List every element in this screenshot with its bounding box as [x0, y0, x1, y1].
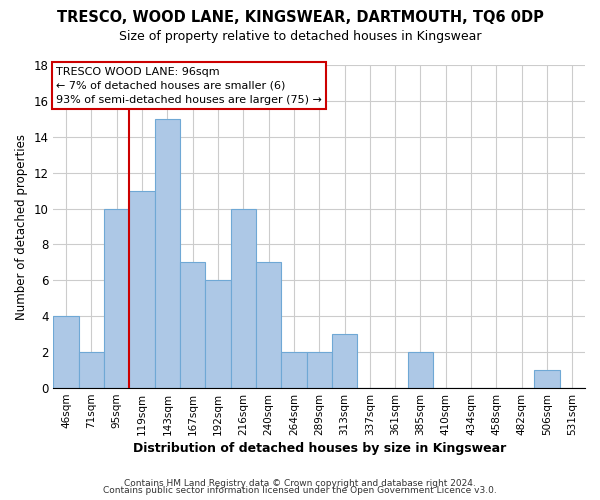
- X-axis label: Distribution of detached houses by size in Kingswear: Distribution of detached houses by size …: [133, 442, 506, 455]
- Bar: [130, 190, 155, 388]
- Bar: [230, 208, 256, 388]
- Bar: [104, 208, 130, 388]
- Text: TRESCO, WOOD LANE, KINGSWEAR, DARTMOUTH, TQ6 0DP: TRESCO, WOOD LANE, KINGSWEAR, DARTMOUTH,…: [56, 10, 544, 25]
- Bar: [408, 352, 433, 388]
- Bar: [332, 334, 357, 388]
- Bar: [53, 316, 79, 388]
- Bar: [180, 262, 205, 388]
- Bar: [155, 119, 180, 388]
- Bar: [79, 352, 104, 388]
- Bar: [256, 262, 281, 388]
- Text: Contains public sector information licensed under the Open Government Licence v3: Contains public sector information licen…: [103, 486, 497, 495]
- Bar: [205, 280, 230, 388]
- Text: Contains HM Land Registry data © Crown copyright and database right 2024.: Contains HM Land Registry data © Crown c…: [124, 478, 476, 488]
- Text: TRESCO WOOD LANE: 96sqm
← 7% of detached houses are smaller (6)
93% of semi-deta: TRESCO WOOD LANE: 96sqm ← 7% of detached…: [56, 66, 322, 104]
- Bar: [307, 352, 332, 388]
- Bar: [535, 370, 560, 388]
- Text: Size of property relative to detached houses in Kingswear: Size of property relative to detached ho…: [119, 30, 481, 43]
- Bar: [281, 352, 307, 388]
- Y-axis label: Number of detached properties: Number of detached properties: [15, 134, 28, 320]
